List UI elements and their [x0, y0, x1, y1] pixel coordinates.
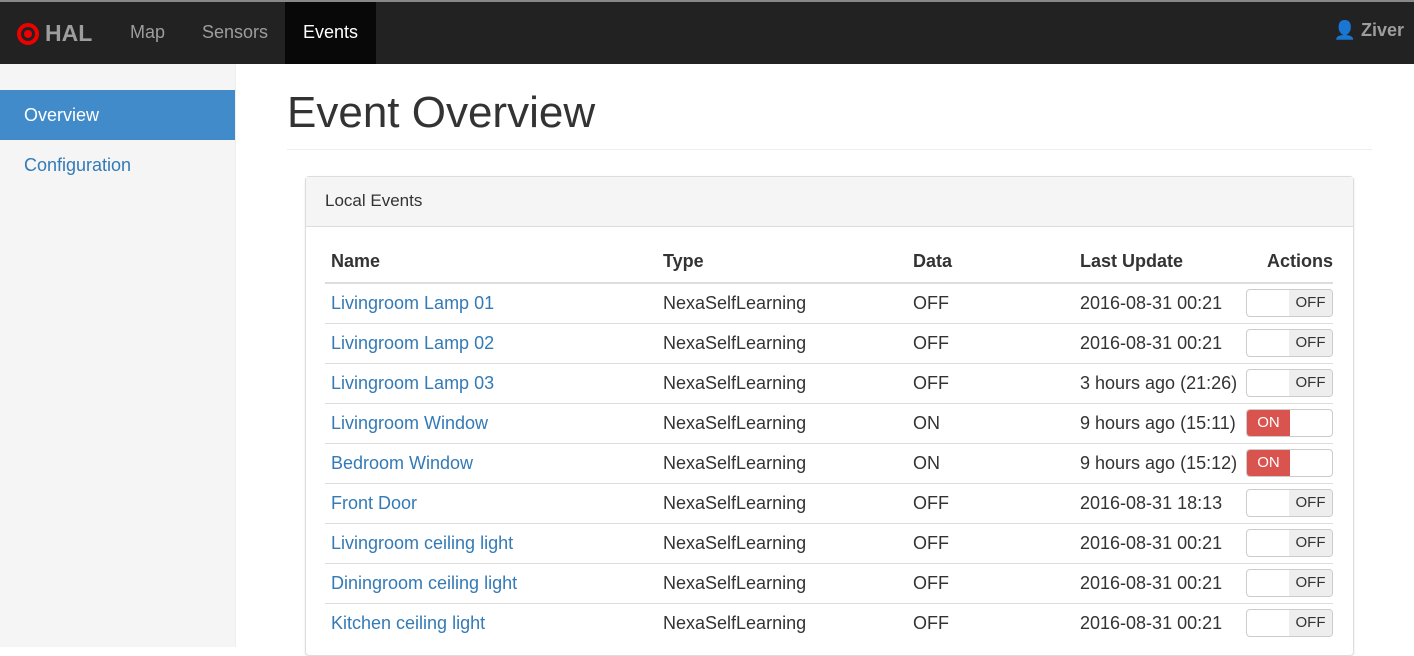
event-toggle-switch[interactable]: OFF — [1246, 569, 1333, 597]
event-data: OFF — [907, 562, 1074, 603]
event-type: NexaSelfLearning — [657, 402, 907, 443]
event-name-link[interactable]: Livingroom ceiling light — [331, 532, 514, 553]
table-row: Livingroom Lamp 02 NexaSelfLearning OFF … — [325, 322, 1333, 363]
event-name-link[interactable]: Bedroom Window — [331, 452, 474, 473]
target-icon — [17, 22, 39, 45]
user-icon: 👤 — [1333, 20, 1356, 40]
event-type: NexaSelfLearning — [657, 362, 907, 403]
sidebar: Overview Configuration — [0, 64, 236, 647]
event-name-link[interactable]: Livingroom Lamp 02 — [331, 332, 495, 353]
events-table: Name Type Data Last Update Actions Livin… — [325, 241, 1333, 643]
table-row: Front Door NexaSelfLearning OFF 2016-08-… — [325, 482, 1333, 523]
event-toggle-switch[interactable]: OFF — [1246, 529, 1333, 557]
toggle-off-label: OFF — [1289, 370, 1332, 396]
toggle-on-label: ON — [1247, 450, 1290, 476]
table-row: Livingroom ceiling light NexaSelfLearnin… — [325, 522, 1333, 563]
table-row: Diningroom ceiling light NexaSelfLearnin… — [325, 562, 1333, 603]
col-data: Data — [907, 241, 1074, 284]
event-data: OFF — [907, 362, 1074, 403]
toggle-off-label: OFF — [1289, 570, 1332, 596]
event-name-link[interactable]: Livingroom Lamp 01 — [331, 292, 495, 313]
user-name: Ziver — [1360, 20, 1404, 40]
table-row: Livingroom Lamp 01 NexaSelfLearning OFF … — [325, 282, 1333, 323]
brand-name: HAL — [45, 20, 93, 46]
event-data: OFF — [907, 482, 1074, 523]
col-type: Type — [657, 241, 907, 284]
sidebar-item-overview[interactable]: Overview — [0, 90, 235, 140]
event-data: OFF — [907, 322, 1074, 363]
event-name-link[interactable]: Livingroom Lamp 03 — [331, 372, 495, 393]
event-toggle-switch[interactable]: OFF — [1246, 329, 1333, 357]
event-data: OFF — [907, 602, 1074, 643]
event-last-update: 2016-08-31 00:21 — [1074, 602, 1239, 643]
event-data: ON — [907, 442, 1074, 483]
col-name: Name — [325, 241, 657, 284]
local-events-panel: Local Events Name Type Data Last Update … — [305, 176, 1354, 656]
event-toggle-switch[interactable]: OFF — [1246, 289, 1333, 318]
event-type: NexaSelfLearning — [657, 482, 907, 523]
event-type: NexaSelfLearning — [657, 522, 907, 563]
event-last-update: 9 hours ago (15:12) — [1074, 442, 1239, 483]
sidebar-item-configuration[interactable]: Configuration — [24, 155, 132, 175]
event-toggle-switch[interactable]: OFF — [1246, 369, 1333, 397]
event-name-link[interactable]: Diningroom ceiling light — [331, 572, 518, 593]
col-last-update: Last Update — [1074, 241, 1239, 284]
event-last-update: 9 hours ago (15:11) — [1074, 402, 1239, 443]
event-type: NexaSelfLearning — [657, 442, 907, 483]
event-toggle-switch[interactable]: ON — [1246, 449, 1333, 477]
event-toggle-switch[interactable]: ON — [1246, 409, 1333, 437]
page-title: Event Overview — [287, 88, 596, 137]
event-last-update: 2016-08-31 00:21 — [1074, 282, 1239, 323]
event-data: OFF — [907, 282, 1074, 323]
event-type: NexaSelfLearning — [657, 562, 907, 603]
event-name-link[interactable]: Livingroom Window — [331, 412, 489, 433]
toggle-off-label: OFF — [1289, 290, 1332, 317]
event-name-link[interactable]: Kitchen ceiling light — [331, 612, 486, 633]
event-last-update: 3 hours ago (21:26) — [1074, 362, 1239, 403]
event-type: NexaSelfLearning — [657, 282, 907, 323]
event-type: NexaSelfLearning — [657, 602, 907, 643]
table-row: Livingroom Lamp 03 NexaSelfLearning OFF … — [325, 362, 1333, 403]
event-data: ON — [907, 402, 1074, 443]
user-menu[interactable]: 👤 Ziver — [1334, 20, 1404, 41]
event-data: OFF — [907, 522, 1074, 563]
event-last-update: 2016-08-31 00:21 — [1074, 322, 1239, 363]
event-toggle-switch[interactable]: OFF — [1246, 489, 1333, 517]
event-name-link[interactable]: Front Door — [331, 492, 418, 513]
event-last-update: 2016-08-31 18:13 — [1074, 482, 1239, 523]
nav-events[interactable]: Events — [285, 2, 376, 64]
event-type: NexaSelfLearning — [657, 322, 907, 363]
nav-map[interactable]: Map — [130, 22, 166, 42]
event-last-update: 2016-08-31 00:21 — [1074, 522, 1239, 563]
brand-logo[interactable]: HAL — [17, 20, 92, 47]
toggle-off-label: OFF — [1289, 330, 1332, 356]
toggle-on-label: ON — [1247, 410, 1290, 436]
table-row: Kitchen ceiling light NexaSelfLearning O… — [325, 602, 1333, 643]
table-row: Bedroom Window NexaSelfLearning ON 9 hou… — [325, 442, 1333, 483]
toggle-off-label: OFF — [1289, 610, 1332, 637]
top-navbar: HAL Map Sensors Events 👤 Ziver — [0, 0, 1414, 64]
divider — [287, 149, 1372, 150]
event-toggle-switch[interactable]: OFF — [1246, 609, 1333, 638]
panel-title: Local Events — [306, 177, 1353, 227]
table-row: Livingroom Window NexaSelfLearning ON 9 … — [325, 402, 1333, 443]
nav-sensors[interactable]: Sensors — [202, 22, 269, 42]
col-actions: Actions — [1238, 241, 1333, 284]
toggle-off-label: OFF — [1289, 490, 1332, 516]
event-last-update: 2016-08-31 00:21 — [1074, 562, 1239, 603]
toggle-off-label: OFF — [1289, 530, 1332, 556]
